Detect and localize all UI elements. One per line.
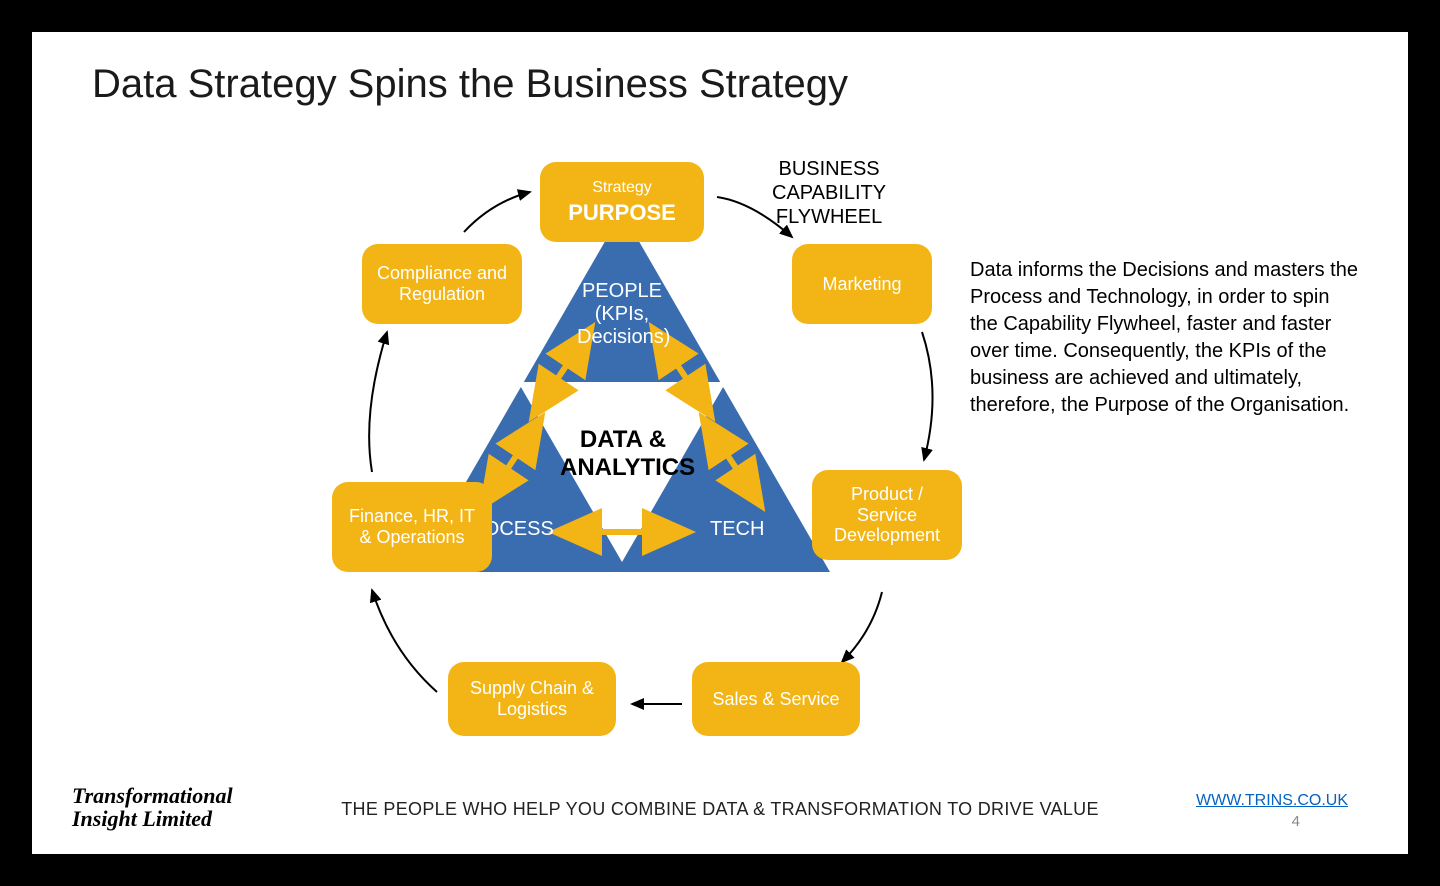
card-finance: Finance, HR, IT & Operations: [332, 482, 492, 572]
slide: Data Strategy Spins the Business Strateg…: [32, 32, 1408, 854]
card-product: Product / Service Development: [812, 470, 962, 560]
card-purpose-small: Strategy: [592, 179, 652, 197]
flywheel-arrow-1: [922, 332, 933, 460]
flywheel-arrow-0: [717, 197, 792, 237]
card-purpose-big: PURPOSE: [568, 200, 676, 225]
flywheel-arrow-2: [842, 592, 882, 662]
triangle-label-people: PEOPLE (KPIs, Decisions): [577, 280, 667, 349]
footer-url-link[interactable]: WWW.TRINS.CO.UK: [1196, 792, 1348, 810]
card-marketing: Marketing: [792, 244, 932, 324]
flywheel-arrow-6: [464, 192, 530, 232]
card-compliance: Compliance and Regulation: [362, 244, 522, 324]
card-sales: Sales & Service: [692, 662, 860, 736]
flywheel-arrow-5: [369, 332, 387, 472]
flywheel-arrow-4: [372, 590, 437, 692]
card-supply: Supply Chain & Logistics: [448, 662, 616, 736]
card-purpose: Strategy PURPOSE: [540, 162, 704, 242]
triangle-label-tech: TECH: [710, 518, 764, 541]
triangle-label-center: DATA & ANALYTICS: [560, 426, 686, 481]
footer-page-number: 4: [1292, 813, 1300, 830]
